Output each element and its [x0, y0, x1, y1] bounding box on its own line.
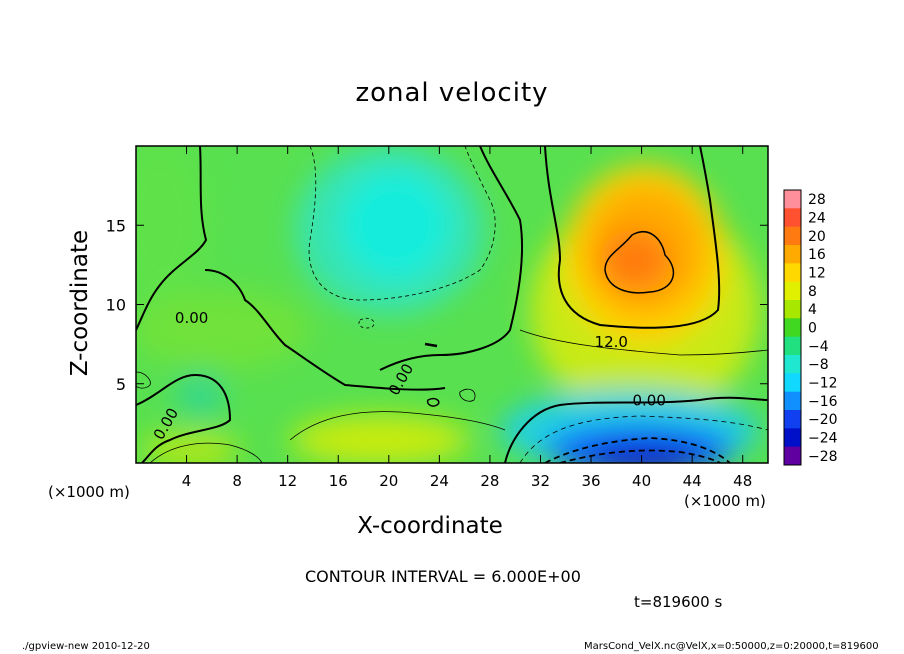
footer-right: MarsCond_VelX.nc@VelX,x=0:50000,z=0:2000…	[584, 641, 879, 652]
colorbar-swatch	[784, 263, 801, 283]
chart-title: zonal velocity	[355, 78, 549, 108]
x-tick-label: 48	[733, 472, 752, 490]
colorbar-swatch	[784, 226, 801, 246]
x-tick-label: 8	[232, 472, 242, 490]
colorbar-swatch	[784, 355, 801, 374]
colorbar-label: 20	[808, 229, 826, 245]
x-tick-label: 40	[632, 472, 651, 490]
y-tick-label: 15	[106, 216, 126, 235]
colorbar-label: −8	[808, 357, 829, 373]
footer-left: ./gpview-new 2010-12-20	[22, 641, 150, 652]
colorbar-swatch	[784, 281, 801, 301]
y-axis: 5 10 15	[106, 216, 768, 394]
colorbar-swatch	[784, 428, 801, 448]
colorbar-swatch	[784, 373, 801, 393]
colorbar-label: −16	[808, 394, 838, 410]
x-tick-label: 4	[182, 472, 192, 490]
svg-text:0.00: 0.00	[632, 392, 665, 410]
colorbar-swatch	[784, 245, 801, 264]
contour-label: 0.00	[632, 392, 665, 410]
y-axis-label: Z-coordinate	[67, 229, 93, 377]
colorbar-swatch	[784, 410, 801, 429]
x-tick-label: 24	[430, 472, 449, 490]
x-unit-label-right: (×1000 m)	[684, 492, 766, 510]
x-unit-label-left: (×1000 m)	[48, 483, 130, 501]
colorbar-swatch	[784, 391, 801, 411]
colorbar-frame	[783, 189, 802, 466]
colorbar-label: 28	[808, 192, 826, 208]
x-tick-label: 16	[329, 472, 348, 490]
colorbar-label: −4	[808, 339, 829, 355]
colorbar-swatch	[784, 208, 801, 228]
colorbar-swatch	[784, 318, 801, 338]
colorbar-label: −12	[808, 376, 838, 392]
x-tick-label: 20	[379, 472, 398, 490]
x-axis-label: X-coordinate	[357, 513, 503, 539]
time-stamp: t=819600 s	[634, 593, 723, 611]
contour-label: 12.0	[595, 333, 628, 351]
colorbar-label: 12	[808, 266, 826, 282]
colorbar: 28 24 20 16 12 8 4 0 −4 −8 −12 −16 −20 −24 −28	[783, 189, 838, 466]
x-tick-label: 44	[683, 472, 702, 490]
colorbar-label: −28	[808, 449, 838, 465]
svg-text:12.0: 12.0	[595, 333, 628, 351]
colorbar-swatch	[784, 336, 801, 356]
x-tick-label: 12	[278, 472, 297, 490]
x-axis: 4 8 12 16 20 24 28 32 36 40 44 48	[182, 146, 752, 490]
x-tick-label: 32	[531, 472, 550, 490]
x-tick-label: 28	[480, 472, 499, 490]
colorbar-label: 24	[808, 211, 826, 227]
colorbar-label: 4	[808, 302, 817, 318]
contour-lines	[136, 146, 768, 463]
colorbar-label: 0	[808, 321, 817, 337]
y-tick-label: 5	[116, 375, 126, 394]
colorbar-label: 8	[808, 284, 817, 300]
colorbar-label: −24	[808, 431, 838, 447]
colorbar-label: 16	[808, 247, 826, 263]
contour-interval-text: CONTOUR INTERVAL = 6.000E+00	[305, 567, 581, 586]
colorbar-swatch	[784, 300, 801, 319]
colorbar-label: −20	[808, 412, 838, 428]
x-tick-label: 36	[581, 472, 600, 490]
colorbar-swatch	[784, 446, 801, 466]
contour-label: 0.00	[175, 309, 208, 327]
color-field	[136, 146, 768, 463]
y-tick-label: 10	[106, 296, 126, 315]
colorbar-swatch	[784, 190, 801, 209]
svg-text:0.00: 0.00	[175, 309, 208, 327]
